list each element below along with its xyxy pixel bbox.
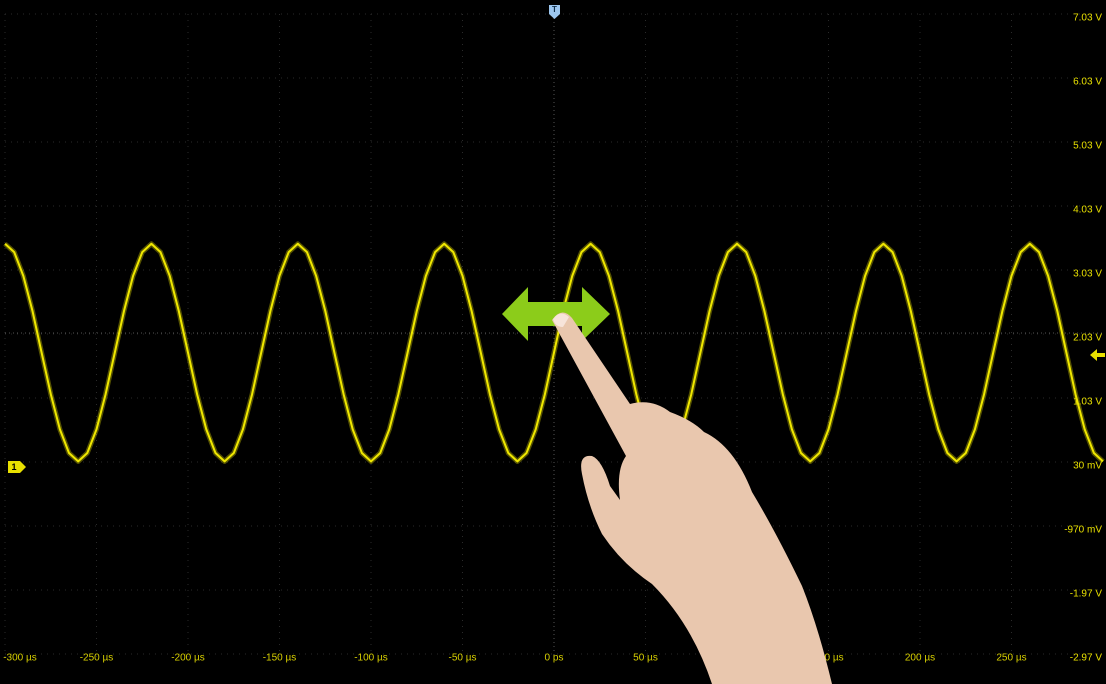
x-tick-label: -300 µs xyxy=(3,653,37,664)
x-tick-label: 50 µs xyxy=(633,653,658,664)
y-tick-label: -1.97 V xyxy=(1070,589,1103,600)
x-tick-label: 0 ps xyxy=(545,653,564,664)
hand xyxy=(552,312,832,684)
x-tick-label: -200 µs xyxy=(171,653,205,664)
y-tick-label: 5.03 V xyxy=(1073,141,1102,152)
labels: -300 µs -250 µs -200 µs -150 µs -100 µs -50 µ… xyxy=(3,13,1102,664)
x-tick-label: -100 µs xyxy=(354,653,388,664)
x-tick-label: -250 µs xyxy=(80,653,114,664)
trigger-marker-shape xyxy=(549,5,560,19)
trace-line xyxy=(4,242,1104,463)
channel-marker: 1 xyxy=(11,462,16,472)
x-tick-label: -150 µs xyxy=(263,653,297,664)
y-tick-label: 3.03 V xyxy=(1073,269,1102,280)
gesture-arrow xyxy=(502,287,610,341)
x-tick-label: -50 µs xyxy=(449,653,477,664)
y-tick-label: -2.97 V xyxy=(1070,653,1103,664)
y-tick-label: 4.03 V xyxy=(1073,205,1102,216)
y-tick-label: 30 mV xyxy=(1073,461,1102,472)
fingernail xyxy=(553,313,569,327)
y-tick-label: 1.03 V xyxy=(1073,397,1102,408)
trigger-marker: T xyxy=(552,5,557,14)
y-tick-label: 2.03 V xyxy=(1073,333,1102,344)
x-tick-label: 200 µs xyxy=(905,653,935,664)
trigger-level-arrow xyxy=(1090,349,1105,361)
y-tick-label: 6.03 V xyxy=(1073,77,1102,88)
channel-marker-shape xyxy=(8,461,26,473)
x-tick-label: 250 µs xyxy=(996,653,1026,664)
y-tick-label: 7.03 V xyxy=(1073,13,1102,24)
trace xyxy=(3,241,1105,464)
grid xyxy=(4,13,1103,662)
x-tick-label: 150 µs xyxy=(813,653,843,664)
y-tick-label: -970 mV xyxy=(1064,525,1102,536)
